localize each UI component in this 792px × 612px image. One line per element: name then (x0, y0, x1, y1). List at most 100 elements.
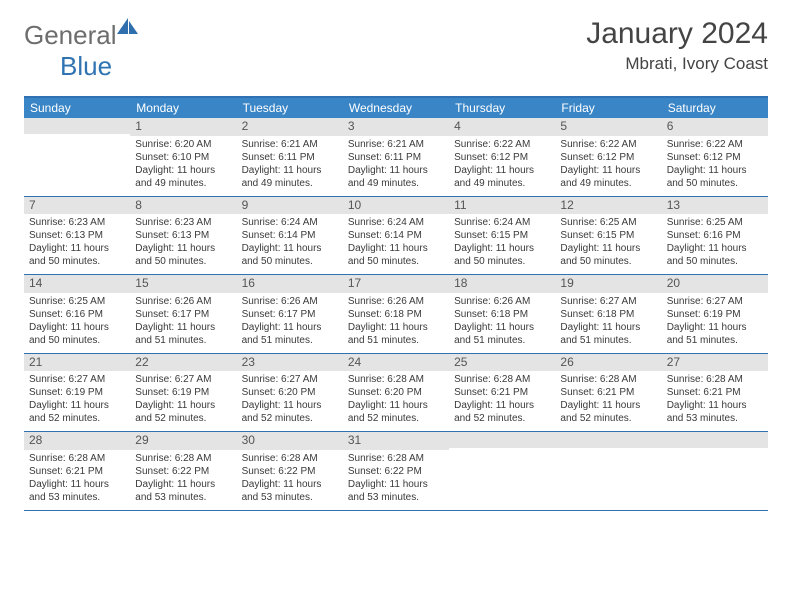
day-body: Sunrise: 6:28 AMSunset: 6:22 PMDaylight:… (343, 450, 449, 510)
daylight-text: Daylight: 11 hours and 49 minutes. (348, 164, 444, 190)
day-body: Sunrise: 6:27 AMSunset: 6:18 PMDaylight:… (555, 293, 661, 353)
day-number: 27 (662, 354, 768, 372)
day-body: Sunrise: 6:26 AMSunset: 6:18 PMDaylight:… (343, 293, 449, 353)
day-body: Sunrise: 6:28 AMSunset: 6:21 PMDaylight:… (24, 450, 130, 510)
sunrise-text: Sunrise: 6:27 AM (560, 295, 656, 308)
day-body (449, 448, 555, 508)
day-cell: 17Sunrise: 6:26 AMSunset: 6:18 PMDayligh… (343, 275, 449, 353)
sunrise-text: Sunrise: 6:21 AM (242, 138, 338, 151)
sunset-text: Sunset: 6:10 PM (135, 151, 231, 164)
sunset-text: Sunset: 6:14 PM (242, 229, 338, 242)
day-number: 20 (662, 275, 768, 293)
day-number (449, 432, 555, 448)
day-cell: 26Sunrise: 6:28 AMSunset: 6:21 PMDayligh… (555, 354, 661, 432)
day-number: 17 (343, 275, 449, 293)
daylight-text: Daylight: 11 hours and 50 minutes. (242, 242, 338, 268)
sunset-text: Sunset: 6:22 PM (242, 465, 338, 478)
day-cell: 7Sunrise: 6:23 AMSunset: 6:13 PMDaylight… (24, 197, 130, 275)
day-number: 4 (449, 118, 555, 136)
day-cell: 20Sunrise: 6:27 AMSunset: 6:19 PMDayligh… (662, 275, 768, 353)
daylight-text: Daylight: 11 hours and 51 minutes. (667, 321, 763, 347)
daylight-text: Daylight: 11 hours and 52 minutes. (29, 399, 125, 425)
sunset-text: Sunset: 6:13 PM (135, 229, 231, 242)
sunrise-text: Sunrise: 6:27 AM (242, 373, 338, 386)
day-number: 10 (343, 197, 449, 215)
daylight-text: Daylight: 11 hours and 53 minutes. (667, 399, 763, 425)
daylight-text: Daylight: 11 hours and 53 minutes. (242, 478, 338, 504)
day-cell: 23Sunrise: 6:27 AMSunset: 6:20 PMDayligh… (237, 354, 343, 432)
day-number: 2 (237, 118, 343, 136)
day-body: Sunrise: 6:28 AMSunset: 6:21 PMDaylight:… (662, 371, 768, 431)
daylight-text: Daylight: 11 hours and 49 minutes. (454, 164, 550, 190)
day-cell: 13Sunrise: 6:25 AMSunset: 6:16 PMDayligh… (662, 197, 768, 275)
sunset-text: Sunset: 6:21 PM (667, 386, 763, 399)
day-cell: 22Sunrise: 6:27 AMSunset: 6:19 PMDayligh… (130, 354, 236, 432)
sunset-text: Sunset: 6:20 PM (242, 386, 338, 399)
day-body: Sunrise: 6:22 AMSunset: 6:12 PMDaylight:… (449, 136, 555, 196)
daylight-text: Daylight: 11 hours and 51 minutes. (454, 321, 550, 347)
logo-word-2: Blue (60, 51, 112, 81)
day-cell: 25Sunrise: 6:28 AMSunset: 6:21 PMDayligh… (449, 354, 555, 432)
day-cell: 8Sunrise: 6:23 AMSunset: 6:13 PMDaylight… (130, 197, 236, 275)
day-number: 31 (343, 432, 449, 450)
week-row: 28Sunrise: 6:28 AMSunset: 6:21 PMDayligh… (24, 432, 768, 511)
sunset-text: Sunset: 6:19 PM (29, 386, 125, 399)
day-cell: 6Sunrise: 6:22 AMSunset: 6:12 PMDaylight… (662, 118, 768, 196)
week-row: 1Sunrise: 6:20 AMSunset: 6:10 PMDaylight… (24, 118, 768, 197)
daylight-text: Daylight: 11 hours and 52 minutes. (560, 399, 656, 425)
sunset-text: Sunset: 6:20 PM (348, 386, 444, 399)
sunrise-text: Sunrise: 6:28 AM (667, 373, 763, 386)
daylight-text: Daylight: 11 hours and 50 minutes. (135, 242, 231, 268)
day-header: Tuesday (237, 98, 343, 118)
sunrise-text: Sunrise: 6:25 AM (667, 216, 763, 229)
day-cell: 21Sunrise: 6:27 AMSunset: 6:19 PMDayligh… (24, 354, 130, 432)
day-cell: 27Sunrise: 6:28 AMSunset: 6:21 PMDayligh… (662, 354, 768, 432)
day-header: Saturday (662, 98, 768, 118)
day-cell: 29Sunrise: 6:28 AMSunset: 6:22 PMDayligh… (130, 432, 236, 510)
sunrise-text: Sunrise: 6:22 AM (454, 138, 550, 151)
sunrise-text: Sunrise: 6:27 AM (29, 373, 125, 386)
sunrise-text: Sunrise: 6:24 AM (454, 216, 550, 229)
day-cell (662, 432, 768, 510)
sunrise-text: Sunrise: 6:28 AM (29, 452, 125, 465)
sunset-text: Sunset: 6:14 PM (348, 229, 444, 242)
sunset-text: Sunset: 6:15 PM (454, 229, 550, 242)
day-cell: 15Sunrise: 6:26 AMSunset: 6:17 PMDayligh… (130, 275, 236, 353)
day-number (662, 432, 768, 448)
sunset-text: Sunset: 6:16 PM (29, 308, 125, 321)
day-body: Sunrise: 6:25 AMSunset: 6:15 PMDaylight:… (555, 214, 661, 274)
sunrise-text: Sunrise: 6:26 AM (242, 295, 338, 308)
sunrise-text: Sunrise: 6:27 AM (667, 295, 763, 308)
sunrise-text: Sunrise: 6:28 AM (135, 452, 231, 465)
sunset-text: Sunset: 6:12 PM (560, 151, 656, 164)
sunrise-text: Sunrise: 6:20 AM (135, 138, 231, 151)
day-number: 3 (343, 118, 449, 136)
day-number: 24 (343, 354, 449, 372)
day-body: Sunrise: 6:28 AMSunset: 6:22 PMDaylight:… (130, 450, 236, 510)
day-number: 30 (237, 432, 343, 450)
day-header: Thursday (449, 98, 555, 118)
sunset-text: Sunset: 6:18 PM (454, 308, 550, 321)
sunrise-text: Sunrise: 6:27 AM (135, 373, 231, 386)
daylight-text: Daylight: 11 hours and 51 minutes. (560, 321, 656, 347)
day-header: Friday (555, 98, 661, 118)
daylight-text: Daylight: 11 hours and 52 minutes. (454, 399, 550, 425)
day-cell: 4Sunrise: 6:22 AMSunset: 6:12 PMDaylight… (449, 118, 555, 196)
day-body: Sunrise: 6:28 AMSunset: 6:22 PMDaylight:… (237, 450, 343, 510)
day-cell: 9Sunrise: 6:24 AMSunset: 6:14 PMDaylight… (237, 197, 343, 275)
day-body: Sunrise: 6:24 AMSunset: 6:15 PMDaylight:… (449, 214, 555, 274)
daylight-text: Daylight: 11 hours and 51 minutes. (348, 321, 444, 347)
daylight-text: Daylight: 11 hours and 49 minutes. (135, 164, 231, 190)
day-number: 7 (24, 197, 130, 215)
day-cell: 10Sunrise: 6:24 AMSunset: 6:14 PMDayligh… (343, 197, 449, 275)
week-row: 14Sunrise: 6:25 AMSunset: 6:16 PMDayligh… (24, 275, 768, 354)
sunset-text: Sunset: 6:21 PM (454, 386, 550, 399)
daylight-text: Daylight: 11 hours and 50 minutes. (29, 321, 125, 347)
day-number: 11 (449, 197, 555, 215)
week-row: 7Sunrise: 6:23 AMSunset: 6:13 PMDaylight… (24, 197, 768, 276)
sunset-text: Sunset: 6:21 PM (29, 465, 125, 478)
sunrise-text: Sunrise: 6:28 AM (454, 373, 550, 386)
daylight-text: Daylight: 11 hours and 51 minutes. (135, 321, 231, 347)
day-number: 1 (130, 118, 236, 136)
sunrise-text: Sunrise: 6:22 AM (667, 138, 763, 151)
